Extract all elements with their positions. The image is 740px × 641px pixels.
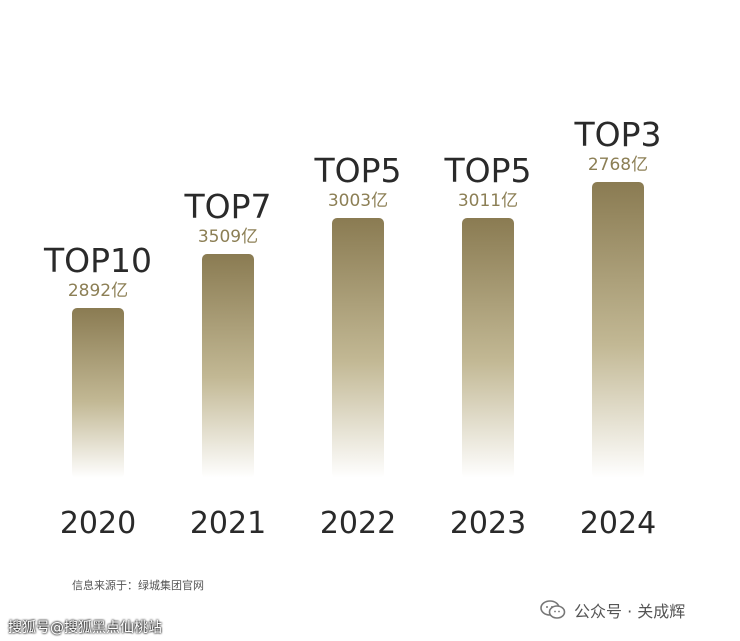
year-label-2021: 2021 <box>190 506 266 541</box>
year-label-2020: 2020 <box>60 506 136 541</box>
year-label-2023: 2023 <box>450 506 526 541</box>
wechat-account: 公众号 · 关成辉 <box>540 598 685 622</box>
wechat-icon <box>540 600 566 619</box>
watermark: 搜狐号@搜狐黑点仙桃站 <box>8 620 162 636</box>
value-label-2020: 2892亿 <box>68 281 128 301</box>
bar-2023 <box>462 218 514 478</box>
year-label-2024: 2024 <box>580 506 656 541</box>
value-label-2021: 3509亿 <box>198 227 258 247</box>
bar-2020 <box>72 308 124 478</box>
rank-label-2020: TOP10 <box>43 241 152 280</box>
value-label-2024: 2768亿 <box>588 155 648 175</box>
rank-label-2022: TOP5 <box>313 151 401 190</box>
rank-label-2023: TOP5 <box>443 151 531 190</box>
rank-label-2024: TOP3 <box>573 115 661 154</box>
account-name: 公众号 · 关成辉 <box>574 602 686 621</box>
bar-2022 <box>332 218 384 478</box>
rank-label-2021: TOP7 <box>183 187 271 226</box>
year-label-2022: 2022 <box>320 506 396 541</box>
source-note: 信息来源于：绿城集团官网 <box>72 579 204 592</box>
bar-2024 <box>592 182 644 478</box>
value-label-2022: 3003亿 <box>328 191 388 211</box>
value-label-2023: 3011亿 <box>458 191 518 211</box>
bar-2021 <box>202 254 254 478</box>
